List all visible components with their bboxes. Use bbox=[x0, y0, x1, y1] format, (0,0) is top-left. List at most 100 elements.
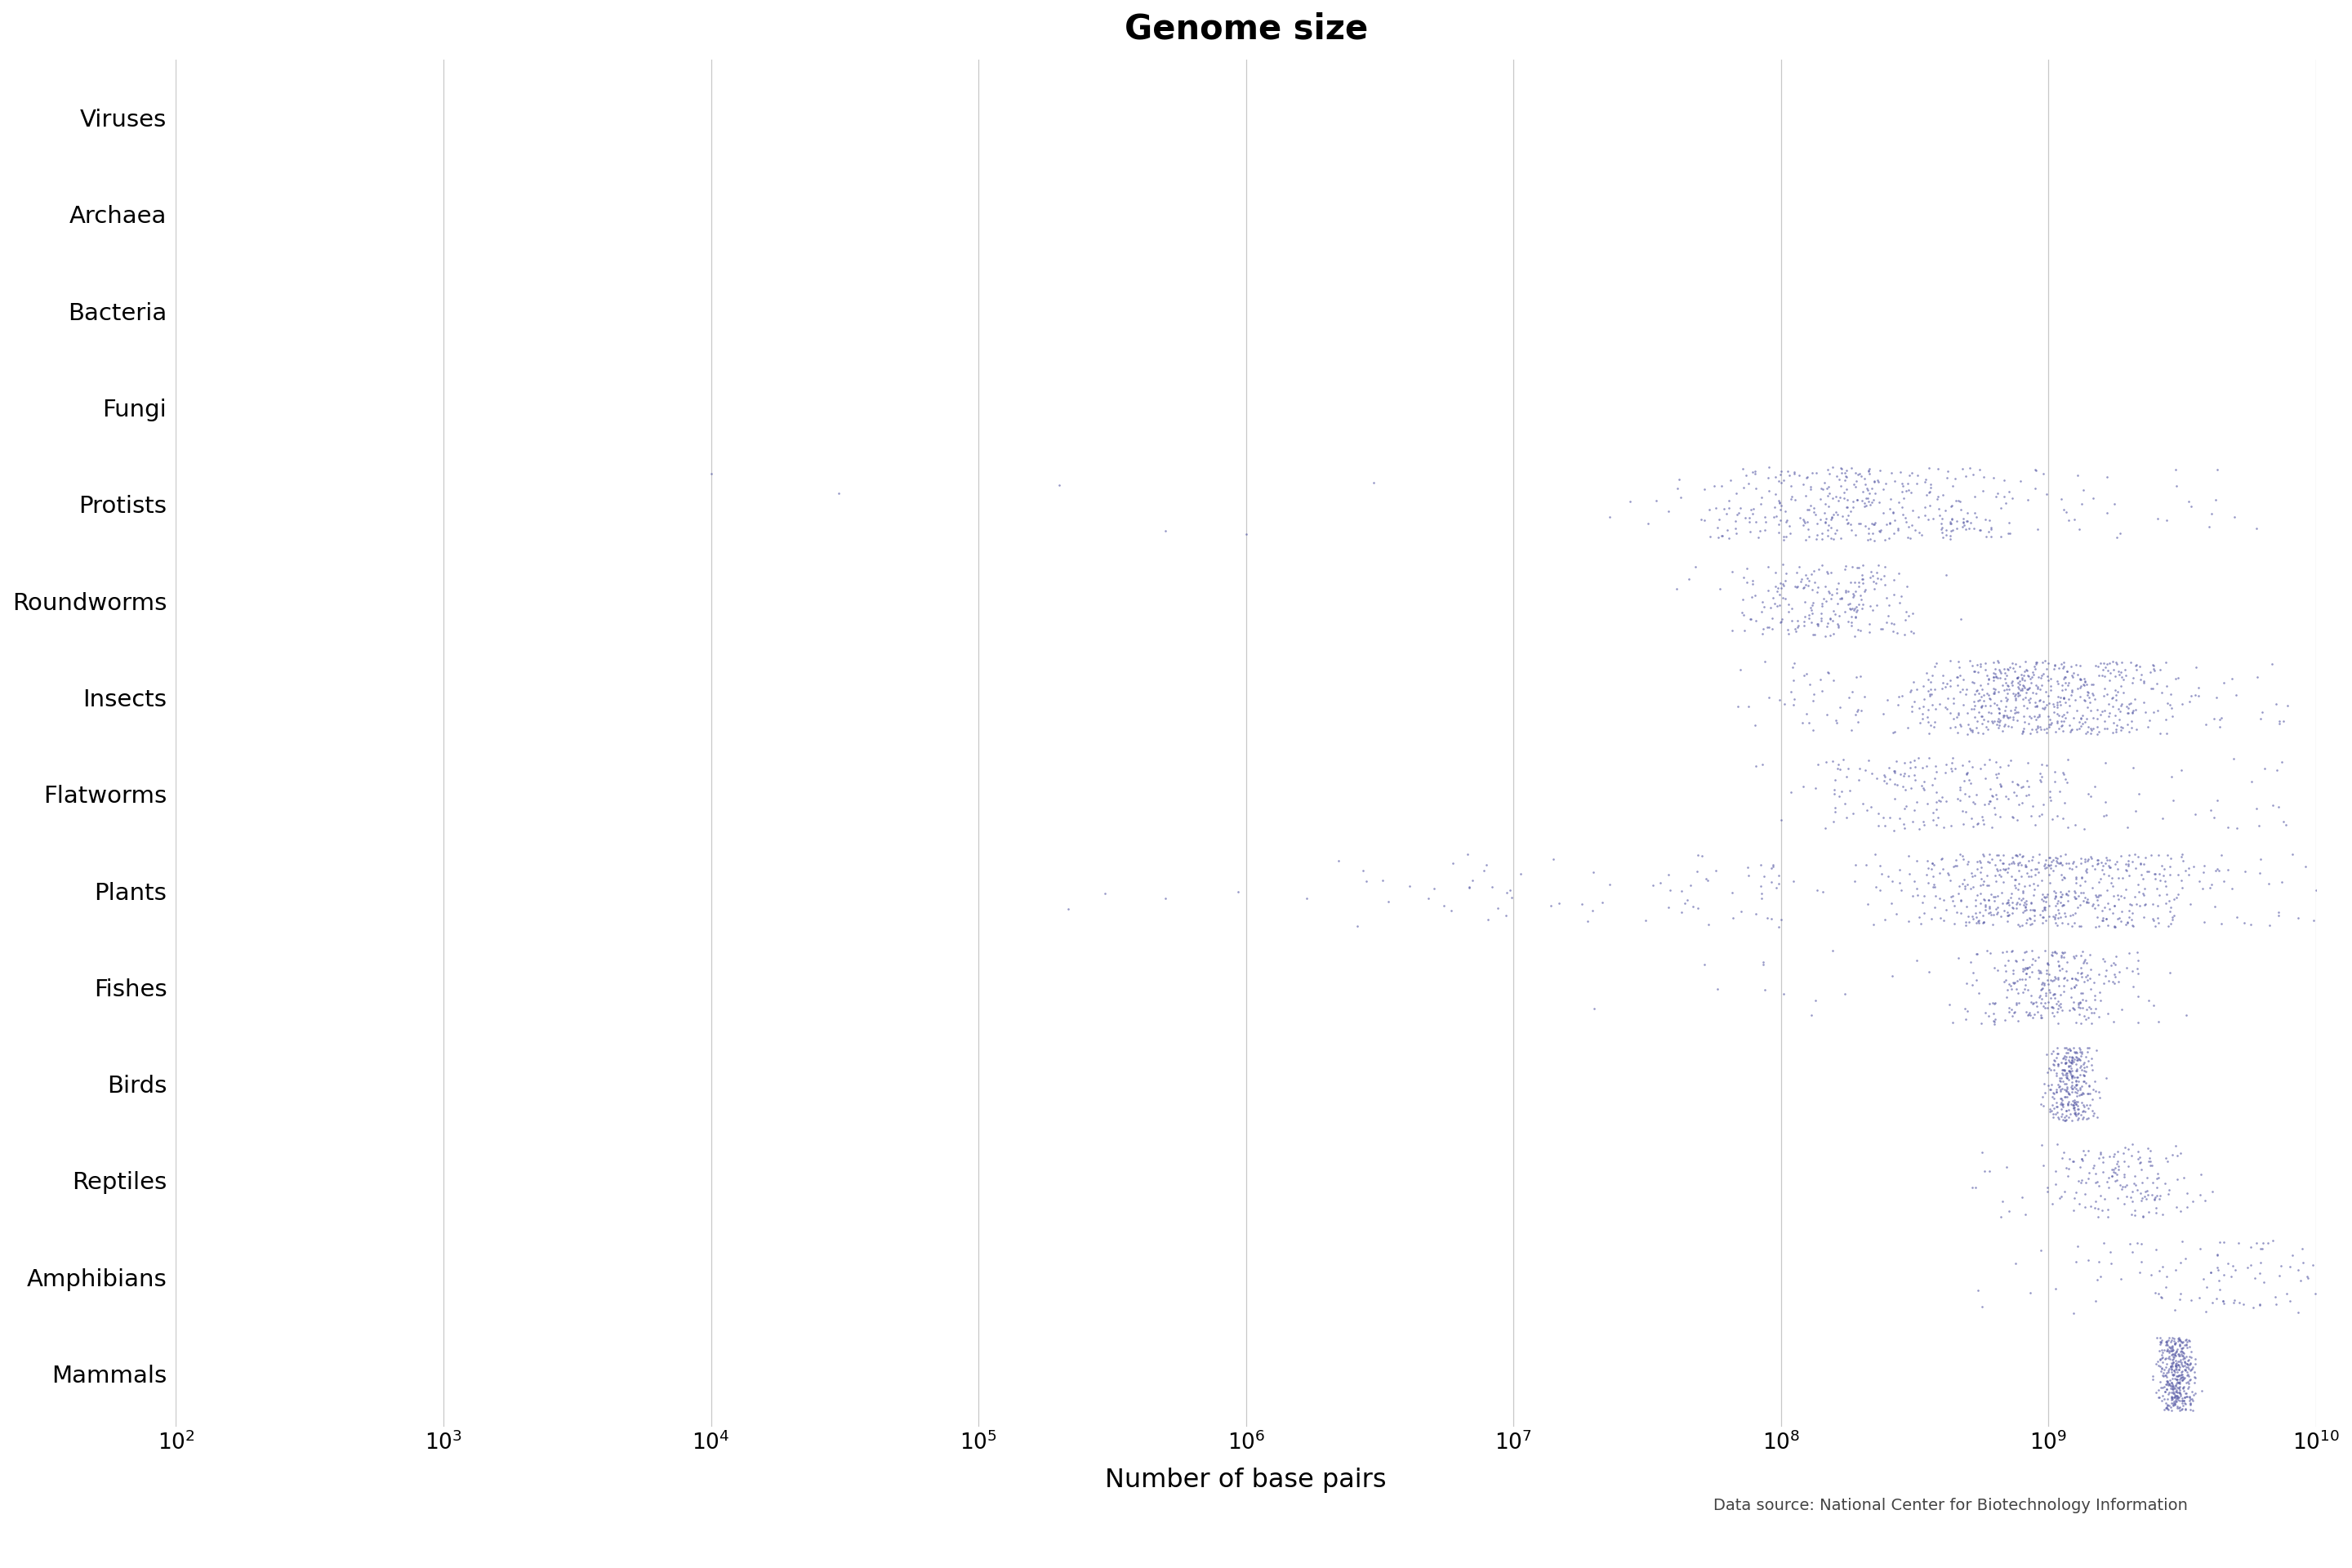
Point bbox=[1867, 585, 1905, 610]
Point bbox=[2154, 787, 2192, 812]
Point bbox=[1987, 900, 2025, 925]
Point bbox=[2136, 1185, 2173, 1210]
Point bbox=[1755, 585, 1792, 610]
Point bbox=[2027, 938, 2065, 963]
Point bbox=[1846, 757, 1884, 782]
Point bbox=[2143, 657, 2180, 682]
Point bbox=[2119, 1231, 2157, 1256]
Point bbox=[2025, 971, 2063, 996]
Point bbox=[2166, 1381, 2204, 1406]
Point bbox=[2065, 1069, 2103, 1094]
Point bbox=[1795, 622, 1832, 648]
Point bbox=[1976, 657, 2013, 682]
Point bbox=[2150, 1381, 2187, 1406]
Point bbox=[2098, 944, 2136, 969]
Point bbox=[2065, 712, 2103, 737]
Point bbox=[2258, 691, 2296, 717]
Point bbox=[2166, 1348, 2204, 1374]
Point bbox=[1719, 502, 1757, 527]
Point bbox=[1875, 963, 1912, 988]
Point bbox=[2157, 1342, 2194, 1367]
Point bbox=[2161, 1339, 2199, 1364]
Point bbox=[1980, 844, 2018, 869]
Point bbox=[1955, 960, 1992, 985]
Point bbox=[2070, 994, 2107, 1019]
Point bbox=[1590, 505, 1628, 530]
Point bbox=[1957, 887, 1994, 913]
Point bbox=[2129, 1178, 2166, 1203]
Point bbox=[2157, 1330, 2194, 1355]
Point bbox=[1978, 895, 2016, 920]
Point bbox=[2053, 1091, 2091, 1116]
Point bbox=[2164, 1334, 2201, 1359]
Point bbox=[2082, 980, 2119, 1005]
Point bbox=[1898, 883, 1936, 908]
Point bbox=[1950, 648, 1987, 673]
Point bbox=[2025, 897, 2063, 922]
Point bbox=[2063, 706, 2100, 731]
Point bbox=[2152, 1386, 2190, 1411]
Point bbox=[2025, 662, 2063, 687]
Point bbox=[1882, 459, 1919, 485]
Point bbox=[2032, 674, 2070, 699]
Point bbox=[1905, 812, 1943, 837]
Point bbox=[2145, 1338, 2183, 1363]
Point bbox=[2171, 1344, 2209, 1369]
Point bbox=[1924, 483, 1962, 508]
Point bbox=[2079, 1145, 2117, 1170]
Point bbox=[1851, 461, 1889, 486]
Point bbox=[2044, 956, 2082, 982]
Point bbox=[2046, 1098, 2084, 1123]
Point bbox=[2150, 1370, 2187, 1396]
Point bbox=[2157, 1338, 2194, 1363]
Point bbox=[2150, 1392, 2187, 1417]
Point bbox=[1889, 470, 1926, 495]
Point bbox=[1945, 847, 1983, 872]
Point bbox=[2046, 944, 2084, 969]
Point bbox=[1750, 577, 1788, 602]
Point bbox=[1806, 510, 1844, 535]
Point bbox=[2051, 975, 2089, 1000]
Point bbox=[1922, 861, 1959, 886]
Point bbox=[1708, 502, 1745, 527]
Point bbox=[1877, 720, 1915, 745]
Point bbox=[1997, 895, 2034, 920]
Point bbox=[2171, 1392, 2209, 1417]
Point bbox=[1943, 900, 1980, 925]
Point bbox=[2027, 961, 2065, 986]
Point bbox=[2161, 1281, 2199, 1306]
Point bbox=[1731, 497, 1769, 522]
Point bbox=[1952, 771, 1990, 797]
Point bbox=[1917, 709, 1955, 734]
Point bbox=[2147, 1359, 2185, 1385]
Point bbox=[2157, 1364, 2194, 1389]
Point bbox=[2173, 1380, 2211, 1405]
Point bbox=[2065, 847, 2103, 872]
Point bbox=[2176, 1370, 2213, 1396]
Point bbox=[2042, 1085, 2079, 1110]
Point bbox=[1910, 709, 1947, 734]
Point bbox=[1943, 713, 1980, 739]
Point bbox=[1884, 773, 1922, 798]
Point bbox=[2067, 1058, 2105, 1083]
Point bbox=[2070, 1080, 2107, 1105]
Point bbox=[2159, 1352, 2197, 1377]
Point bbox=[1938, 665, 1976, 690]
Point bbox=[1992, 713, 2030, 739]
Point bbox=[1759, 862, 1797, 887]
Point bbox=[2079, 1079, 2117, 1104]
Point bbox=[2166, 1370, 2204, 1396]
Point bbox=[2070, 1073, 2107, 1098]
Point bbox=[2039, 1073, 2077, 1098]
Point bbox=[2032, 942, 2070, 967]
Point bbox=[1931, 867, 1969, 892]
Point bbox=[1790, 602, 1828, 627]
Point bbox=[2209, 815, 2246, 840]
Point bbox=[2034, 939, 2072, 964]
Point bbox=[2065, 666, 2103, 691]
Point bbox=[1884, 480, 1922, 505]
Point bbox=[1743, 590, 1780, 615]
Point bbox=[1842, 756, 1879, 781]
Point bbox=[2013, 883, 2051, 908]
Point bbox=[1785, 775, 1823, 800]
